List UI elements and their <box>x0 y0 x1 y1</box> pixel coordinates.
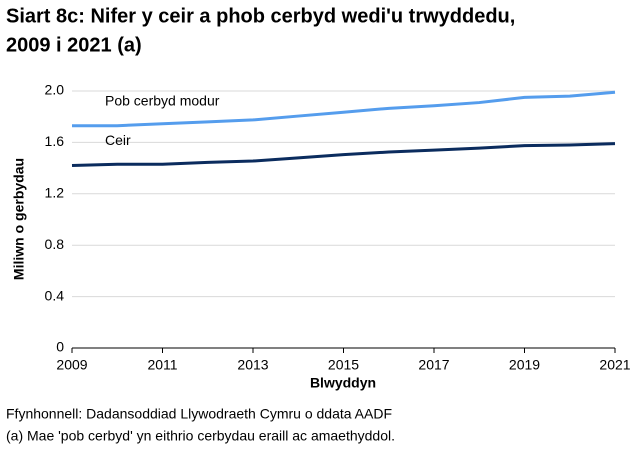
source-note: Ffynhonnell: Dadansoddiad Llywodraeth Cy… <box>6 406 392 422</box>
x-tick-label: 2011 <box>147 357 177 373</box>
y-tick-label: 0 <box>56 339 64 355</box>
y-axis-title: Miliwn o gerbydau <box>11 158 27 280</box>
chart-title: Siart 8c: Nifer y ceir a phob cerbyd wed… <box>6 5 515 27</box>
line <box>71 142 616 168</box>
x-axis-title: Blwyddyn <box>310 375 376 391</box>
y-tick-label: 0.8 <box>45 236 65 252</box>
series-label: Ceir <box>105 132 131 148</box>
x-tick-label: 2015 <box>328 357 359 373</box>
y-tick-label: 0.4 <box>45 287 65 303</box>
x-tick-label: 2009 <box>56 357 87 373</box>
x-tick-label: 2017 <box>418 357 449 373</box>
y-tick-label: 1.6 <box>45 133 65 149</box>
x-tick-label: 2019 <box>509 357 540 373</box>
y-tick-label: 2.0 <box>45 82 65 98</box>
line <box>72 90 616 128</box>
y-tick-label: 1.2 <box>45 185 65 201</box>
series-label: Pob cerbyd modur <box>105 92 220 108</box>
x-tick-label: 2013 <box>237 357 268 373</box>
chart-title: 2009 i 2021 (a) <box>6 34 142 56</box>
footnote: (a) Mae 'pob cerbyd' yn eithrio cerbydau… <box>6 428 395 444</box>
x-tick-label: 2021 <box>599 357 630 373</box>
